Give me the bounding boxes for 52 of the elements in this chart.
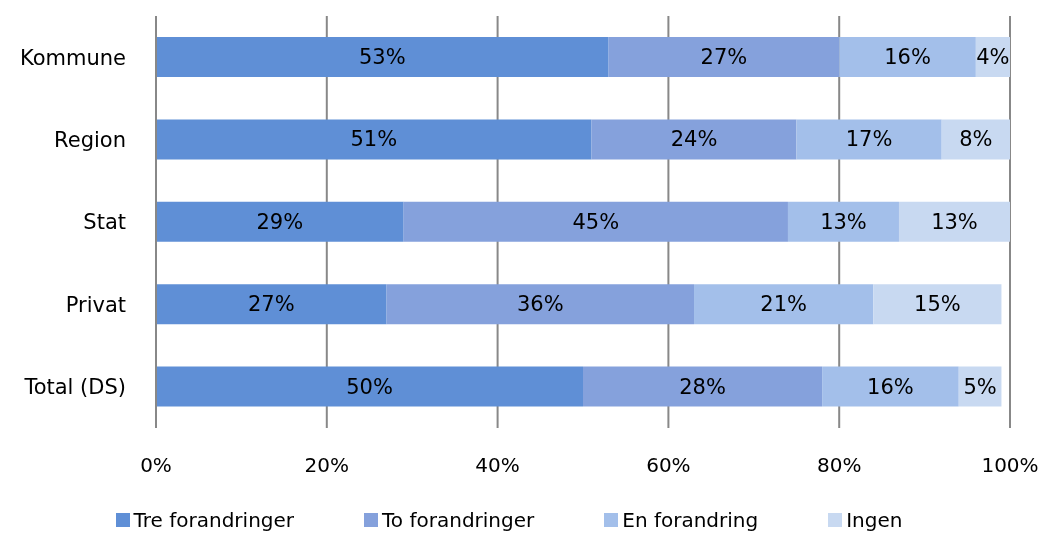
bar <box>608 37 840 77</box>
data-label: 53% <box>358 45 406 69</box>
data-label: 51% <box>350 127 398 152</box>
data-label: 4% <box>976 45 1010 69</box>
legend-label: En forandring <box>621 508 759 532</box>
x-tick-label: 100% <box>981 453 1039 478</box>
bar <box>156 366 583 407</box>
data-label: 8% <box>959 127 993 152</box>
bar <box>156 119 592 160</box>
bar <box>403 201 788 242</box>
bar <box>787 201 899 242</box>
bar <box>822 366 959 407</box>
bar <box>156 37 609 77</box>
data-label: 24% <box>670 127 718 152</box>
legend-label: Ingen <box>845 508 903 532</box>
data-label: 50% <box>346 374 393 399</box>
data-label: 17% <box>845 127 893 152</box>
y-tick-label: Stat <box>83 210 126 235</box>
data-label: 13% <box>931 209 978 234</box>
bar <box>796 119 942 160</box>
y-tick-label: Region <box>54 128 126 153</box>
data-label: 29% <box>256 209 304 234</box>
y-tick-label: Total (DS) <box>23 375 126 400</box>
data-label: 16% <box>867 374 914 399</box>
bar <box>386 284 695 325</box>
bar <box>156 201 404 242</box>
data-label: 27% <box>700 45 748 69</box>
data-label: 15% <box>914 292 961 317</box>
data-label: 21% <box>760 292 808 317</box>
bar <box>591 119 797 160</box>
bar <box>583 366 823 407</box>
bar <box>156 284 387 325</box>
y-tick-label: Privat <box>65 292 126 317</box>
x-tick-label: 0% <box>140 453 172 478</box>
legend-label: To forandringer <box>381 508 535 532</box>
x-tick-label: 80% <box>816 453 862 478</box>
data-label: 27% <box>247 292 295 317</box>
bar <box>694 284 874 325</box>
y-tick-label: Kommune <box>19 45 126 70</box>
data-label: 36% <box>516 292 564 317</box>
x-tick-label: 40% <box>475 453 520 478</box>
bar <box>898 201 1010 242</box>
data-label: 13% <box>820 209 867 234</box>
data-label: 16% <box>884 45 931 69</box>
data-label: 45% <box>572 209 620 234</box>
data-label: 28% <box>679 374 726 399</box>
bar <box>839 37 976 77</box>
x-tick-label: 20% <box>304 453 350 478</box>
legend-label: Tre forandringer <box>132 508 295 532</box>
bar <box>873 284 1002 325</box>
data-label: 5% <box>963 374 997 399</box>
x-tick-label: 60% <box>646 453 691 478</box>
